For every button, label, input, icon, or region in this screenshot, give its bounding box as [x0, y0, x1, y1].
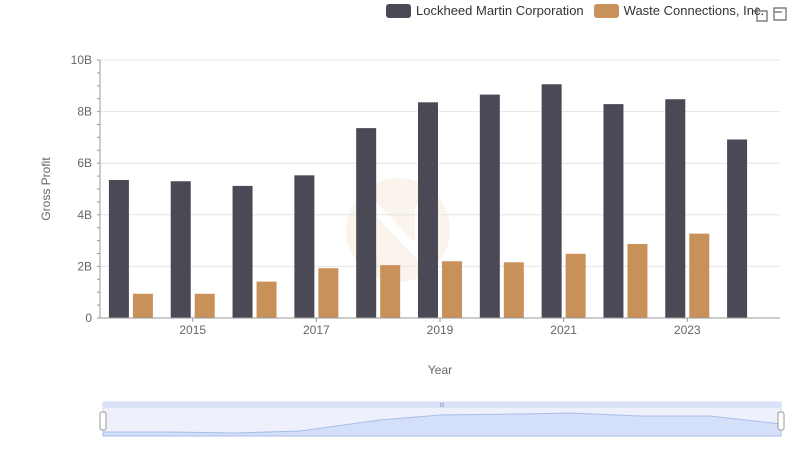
data-zoom-handle-label: III: [439, 403, 444, 409]
x-tick-label: 2023: [674, 323, 701, 337]
bar-lockheed-2021: [541, 84, 562, 318]
bar-waste-connections-2015: [194, 293, 215, 318]
bar-lockheed-2020: [479, 94, 500, 319]
bar-waste-connections-2021: [565, 253, 586, 318]
y-tick-label: 2B: [77, 259, 92, 273]
x-tick-label: 2017: [303, 323, 330, 337]
bars: [108, 84, 748, 319]
x-tick-label: 2019: [427, 323, 454, 337]
zoom-icon[interactable]: [752, 6, 768, 22]
bar-lockheed-2022: [603, 104, 624, 318]
bar-lockheed-2016: [232, 185, 253, 318]
legend-swatch-lockheed: [386, 3, 411, 18]
bar-lockheed-2017: [294, 175, 315, 318]
bar-lockheed-2019: [418, 102, 438, 318]
bar-lockheed-2015: [170, 181, 191, 318]
bar-waste-connections-2017: [318, 268, 339, 318]
bar-lockheed-2023: [665, 99, 686, 318]
y-tick-label: 8B: [77, 105, 92, 119]
chart-legend: Lockheed Martin Corporation Waste Connec…: [386, 3, 774, 18]
legend-item-waste-connections[interactable]: Waste Connections, Inc.: [593, 3, 765, 18]
x-tick-label: 2021: [550, 323, 577, 337]
y-tick-label: 6B: [77, 156, 92, 170]
x-axis-label: Year: [428, 363, 452, 377]
legend-item-lockheed[interactable]: Lockheed Martin Corporation: [386, 3, 584, 18]
y-axis-label: Gross Profit: [39, 157, 53, 221]
data-zoom-slider[interactable]: III: [99, 401, 785, 437]
y-axis: 0 2B 4B 6B 8B 10B: [71, 53, 101, 325]
x-tick-label: 2015: [179, 323, 206, 337]
bar-waste-connections-2023: [689, 233, 710, 318]
bar-waste-connections-2014: [132, 293, 153, 318]
bar-lockheed-2018: [356, 128, 377, 318]
bar-lockheed-2014: [108, 179, 129, 318]
restore-icon[interactable]: [772, 6, 788, 22]
data-zoom-right-handle[interactable]: [777, 411, 785, 431]
y-tick-label: 4B: [77, 208, 92, 222]
bar-waste-connections-2018: [380, 265, 401, 318]
legend-label-lockheed: Lockheed Martin Corporation: [416, 3, 584, 18]
bar-waste-connections-2019: [442, 261, 462, 318]
data-zoom-left-handle[interactable]: [99, 411, 107, 431]
bar-lockheed-2024: [727, 139, 748, 318]
legend-swatch-waste-connections: [593, 3, 619, 18]
bar-waste-connections-2022: [627, 243, 648, 318]
y-tick-label: 0: [85, 311, 92, 325]
bar-waste-connections-2020: [503, 262, 524, 318]
legend-label-waste-connections: Waste Connections, Inc.: [623, 3, 765, 18]
y-tick-label: 10B: [71, 53, 92, 67]
x-axis: 2015 2017 2019 2021 2023: [100, 317, 780, 337]
chart-toolbox: [748, 6, 788, 22]
bar-waste-connections-2016: [256, 281, 277, 318]
